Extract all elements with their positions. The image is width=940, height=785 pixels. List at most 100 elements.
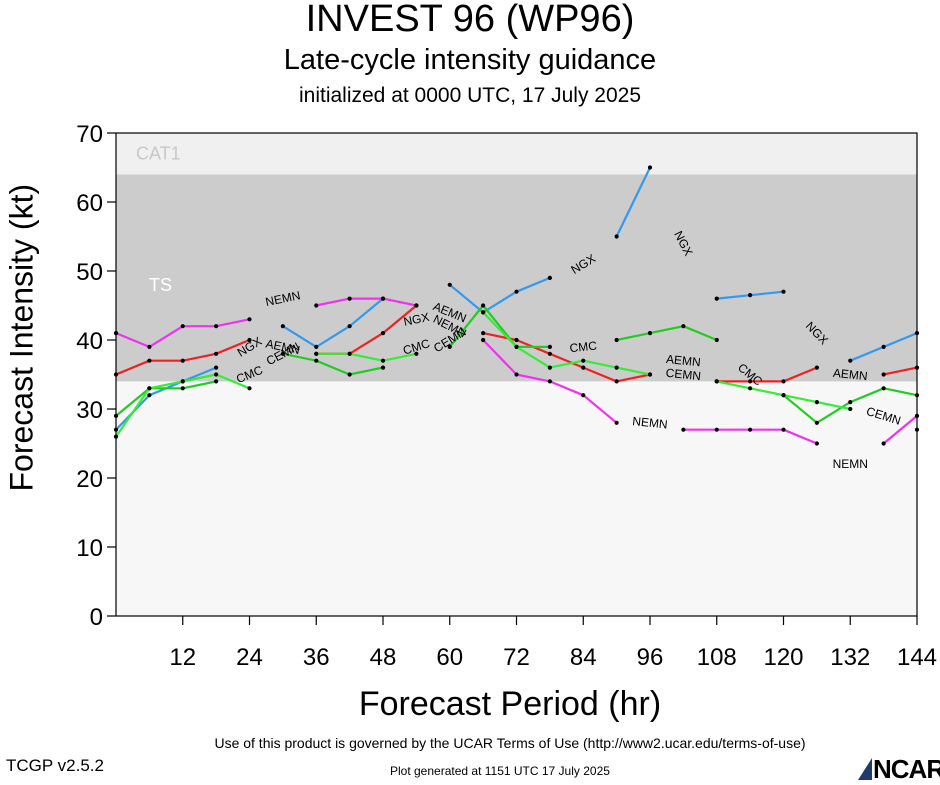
data-point-nemn bbox=[214, 324, 219, 329]
data-point-cemn bbox=[714, 379, 719, 384]
band-cat1 bbox=[116, 133, 917, 175]
data-point-cmc bbox=[180, 386, 185, 391]
data-point-nemn bbox=[914, 413, 920, 418]
data-point-ngx bbox=[514, 289, 519, 294]
x-tick-label: 108 bbox=[697, 644, 737, 671]
data-point-cemn bbox=[547, 365, 552, 370]
terms-of-use: Use of this product is governed by the U… bbox=[214, 735, 806, 751]
data-point-ngx bbox=[214, 365, 219, 370]
data-point-aemn bbox=[781, 379, 786, 384]
ncar-logo: NCAR bbox=[858, 754, 940, 785]
data-point-ngx bbox=[914, 331, 920, 336]
data-point-aemn bbox=[814, 365, 819, 370]
data-point-cmc bbox=[347, 372, 352, 377]
data-point-nemn bbox=[180, 324, 185, 329]
data-point-aemn bbox=[113, 372, 119, 377]
data-point-nemn bbox=[581, 393, 586, 398]
data-point-aemn bbox=[748, 379, 753, 384]
data-point-aemn bbox=[614, 379, 619, 384]
data-point-nemn bbox=[147, 344, 152, 349]
x-axis-label: Forecast Period (hr) bbox=[358, 685, 662, 723]
data-point-nemn bbox=[247, 317, 252, 322]
generated-timestamp: Plot generated at 1151 UTC 17 July 2025 bbox=[390, 764, 610, 778]
data-point-ngx bbox=[547, 275, 552, 280]
data-point-ngx bbox=[614, 234, 619, 239]
data-point-ngx bbox=[781, 289, 786, 294]
data-point-aemn bbox=[481, 331, 486, 336]
x-tick-label: 120 bbox=[763, 644, 803, 671]
data-point-cemn bbox=[647, 372, 653, 377]
x-tick-label: 12 bbox=[169, 644, 196, 671]
x-tick-label: 96 bbox=[637, 644, 664, 671]
band-label-cat1: CAT1 bbox=[136, 144, 181, 164]
initialization-time: initialized at 0000 UTC, 17 July 2025 bbox=[298, 84, 642, 107]
data-point-cmc bbox=[113, 413, 119, 418]
series-label-cmc: CMC bbox=[569, 339, 598, 356]
data-point-cemn bbox=[347, 351, 352, 356]
chart-subtitle: Late-cycle intensity guidance bbox=[283, 44, 657, 76]
y-tick-label: 0 bbox=[90, 604, 103, 631]
data-point-nemn bbox=[814, 441, 819, 446]
band-label-ts: TS bbox=[149, 275, 172, 295]
data-point-nemn bbox=[714, 427, 719, 432]
x-tick-label: 36 bbox=[303, 644, 330, 671]
data-point-cemn bbox=[914, 427, 920, 432]
data-point-aemn bbox=[414, 303, 419, 308]
data-point-aemn bbox=[180, 358, 185, 363]
series-label-nemn: NEMN bbox=[632, 414, 669, 432]
y-tick-label: 50 bbox=[76, 259, 103, 286]
y-tick-label: 70 bbox=[76, 121, 103, 148]
data-point-cemn bbox=[514, 344, 519, 349]
data-point-cemn bbox=[748, 386, 753, 391]
data-point-ngx bbox=[881, 344, 886, 349]
data-point-cemn bbox=[147, 386, 152, 391]
data-point-nemn bbox=[681, 427, 686, 432]
y-tick-label: 10 bbox=[76, 535, 103, 562]
data-point-ngx bbox=[647, 165, 653, 170]
data-point-cmc bbox=[681, 324, 686, 329]
data-point-ngx bbox=[714, 296, 719, 301]
data-point-cemn bbox=[581, 358, 586, 363]
data-point-nemn bbox=[380, 296, 386, 301]
data-point-aemn bbox=[581, 365, 586, 370]
x-tick-label: 60 bbox=[436, 644, 463, 671]
data-point-cmc bbox=[848, 400, 853, 405]
data-point-aemn bbox=[514, 337, 519, 343]
series-label-aemn: AEMN bbox=[264, 337, 301, 358]
x-tick-label: 24 bbox=[236, 644, 263, 671]
x-tick-label: 72 bbox=[503, 644, 530, 671]
data-point-cmc bbox=[714, 337, 719, 343]
ncar-logo-icon bbox=[858, 758, 872, 780]
data-point-cmc bbox=[214, 379, 219, 384]
y-tick-label: 60 bbox=[76, 190, 103, 217]
data-point-ngx bbox=[347, 324, 352, 329]
data-point-cmc bbox=[914, 393, 920, 398]
data-point-ngx bbox=[113, 427, 119, 432]
data-point-nemn bbox=[314, 303, 319, 308]
data-point-cemn bbox=[247, 386, 252, 391]
data-point-nemn bbox=[347, 296, 352, 301]
data-point-nemn bbox=[614, 420, 619, 425]
data-point-cemn bbox=[314, 351, 319, 356]
data-point-cmc bbox=[280, 351, 285, 356]
data-point-aemn bbox=[147, 358, 152, 363]
data-point-aemn bbox=[547, 351, 552, 356]
data-point-nemn bbox=[547, 379, 552, 384]
data-point-aemn bbox=[881, 372, 886, 377]
data-point-nemn bbox=[781, 427, 786, 432]
data-point-aemn bbox=[380, 331, 386, 336]
y-tick-label: 30 bbox=[76, 397, 103, 424]
data-point-cmc bbox=[447, 344, 452, 349]
x-tick-label: 144 bbox=[897, 644, 937, 671]
data-point-cmc bbox=[881, 386, 886, 391]
data-point-cemn bbox=[414, 351, 419, 356]
ncar-logo-text: NCAR bbox=[873, 754, 940, 784]
data-point-ngx bbox=[147, 393, 152, 398]
data-point-cmc bbox=[614, 337, 619, 343]
data-point-cmc bbox=[481, 303, 486, 308]
data-point-ngx bbox=[848, 358, 853, 363]
data-point-cemn bbox=[814, 400, 819, 405]
x-tick-label: 84 bbox=[570, 644, 597, 671]
data-point-cmc bbox=[380, 365, 386, 370]
